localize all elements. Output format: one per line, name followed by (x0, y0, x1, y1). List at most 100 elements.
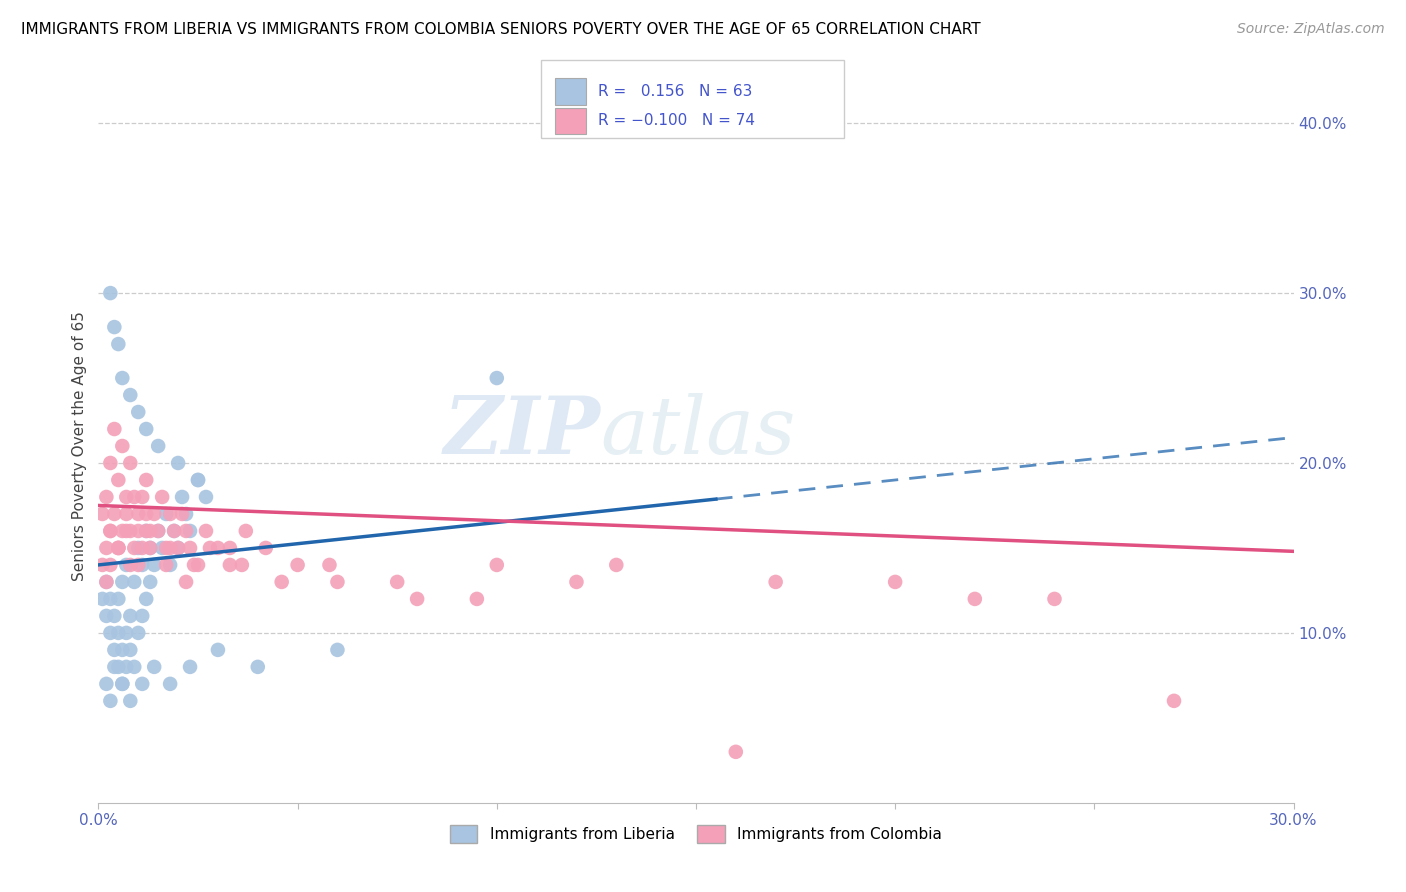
Point (485, 558, 508, 572)
Point (143, 507, 166, 521)
Point (139, 524, 162, 538)
Point (96, 608, 118, 623)
Point (107, 541, 129, 555)
Point (115, 558, 138, 572)
Point (765, 574, 787, 589)
Point (120, 643, 142, 657)
Point (231, 558, 253, 572)
Point (167, 541, 190, 555)
Legend: Immigrants from Liberia, Immigrants from Colombia: Immigrants from Liberia, Immigrants from… (444, 819, 948, 848)
Point (111, 643, 134, 657)
Point (127, 507, 149, 521)
Point (111, 371, 134, 385)
Point (287, 558, 309, 572)
Point (207, 643, 229, 657)
Point (98, 524, 122, 538)
Point (111, 524, 134, 538)
Point (131, 490, 153, 504)
Point (127, 405, 149, 419)
Point (150, 541, 173, 555)
Point (115, 490, 138, 504)
Point (135, 524, 157, 538)
Point (163, 524, 186, 538)
Text: ZIP: ZIP (443, 393, 600, 470)
Point (1043, 591, 1066, 606)
Point (98, 558, 122, 572)
Point (179, 541, 201, 555)
Point (131, 558, 153, 572)
Point (103, 643, 125, 657)
Point (207, 541, 229, 555)
Point (107, 541, 129, 555)
Point (406, 591, 429, 606)
Point (96, 574, 118, 589)
Point (187, 473, 209, 487)
Point (219, 558, 242, 572)
Point (270, 574, 292, 589)
Point (107, 660, 129, 674)
Point (107, 541, 129, 555)
Point (120, 524, 142, 538)
Point (963, 591, 986, 606)
Point (139, 541, 162, 555)
Point (131, 541, 153, 555)
Text: IMMIGRANTS FROM LIBERIA VS IMMIGRANTS FROM COLOMBIA SENIORS POVERTY OVER THE AGE: IMMIGRANTS FROM LIBERIA VS IMMIGRANTS FR… (21, 22, 981, 37)
Point (318, 558, 340, 572)
Point (159, 558, 181, 572)
Point (246, 660, 269, 674)
Point (124, 490, 146, 504)
Point (148, 524, 170, 538)
Point (195, 524, 218, 538)
Point (103, 320, 125, 334)
Text: R = −0.100   N = 74: R = −0.100 N = 74 (598, 113, 755, 128)
Point (103, 422, 125, 436)
Point (884, 574, 907, 589)
Point (1163, 694, 1185, 708)
Point (174, 574, 197, 589)
Point (385, 574, 409, 589)
Point (115, 507, 138, 521)
Point (174, 524, 197, 538)
Point (107, 337, 129, 351)
Point (326, 643, 349, 657)
Point (91, 558, 114, 572)
Point (98, 456, 122, 470)
Point (465, 591, 488, 606)
Point (485, 371, 508, 385)
Point (111, 574, 134, 589)
Point (111, 677, 134, 691)
Point (187, 473, 209, 487)
Point (127, 626, 149, 640)
Point (98, 524, 122, 538)
Point (91, 507, 114, 521)
Point (172, 507, 194, 521)
Point (135, 422, 157, 436)
Point (127, 541, 149, 555)
Point (219, 541, 242, 555)
Point (103, 507, 125, 521)
Text: atlas: atlas (600, 393, 796, 470)
Point (724, 745, 747, 759)
Point (115, 626, 138, 640)
Point (254, 541, 277, 555)
Point (179, 524, 201, 538)
Point (107, 591, 129, 606)
Point (155, 541, 177, 555)
Point (172, 490, 194, 504)
Point (167, 541, 190, 555)
Point (124, 574, 146, 589)
Point (174, 507, 197, 521)
Text: R =   0.156   N = 63: R = 0.156 N = 63 (598, 84, 752, 99)
Point (131, 677, 153, 691)
Y-axis label: Seniors Poverty Over the Age of 65: Seniors Poverty Over the Age of 65 (72, 311, 87, 581)
Point (159, 677, 181, 691)
Point (98, 286, 122, 301)
Point (565, 574, 588, 589)
Point (179, 660, 201, 674)
Point (111, 439, 134, 453)
Point (96, 574, 118, 589)
Point (135, 507, 157, 521)
Point (98, 591, 122, 606)
Point (103, 608, 125, 623)
Point (143, 660, 166, 674)
